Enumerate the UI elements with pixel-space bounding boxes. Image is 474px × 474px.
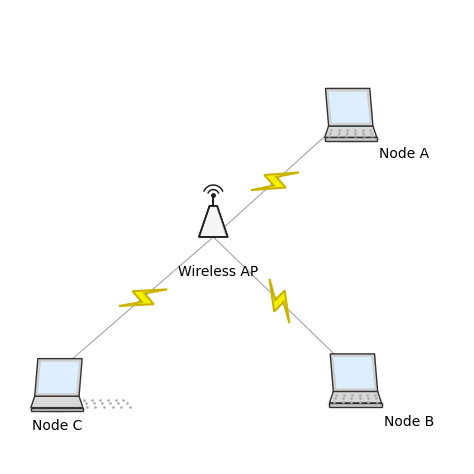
- Text: Node C: Node C: [32, 419, 82, 434]
- Polygon shape: [38, 362, 79, 393]
- Text: Wireless AP: Wireless AP: [178, 265, 258, 280]
- Text: Node B: Node B: [384, 415, 434, 429]
- Text: Node A: Node A: [379, 147, 429, 161]
- Polygon shape: [325, 137, 377, 141]
- Polygon shape: [31, 396, 83, 408]
- Polygon shape: [251, 173, 299, 190]
- Polygon shape: [328, 91, 370, 123]
- Polygon shape: [31, 408, 83, 411]
- Polygon shape: [199, 206, 228, 237]
- Polygon shape: [326, 89, 373, 126]
- Ellipse shape: [327, 401, 384, 408]
- Polygon shape: [333, 357, 374, 388]
- Polygon shape: [329, 403, 382, 407]
- Polygon shape: [270, 279, 289, 323]
- Polygon shape: [35, 359, 82, 396]
- Polygon shape: [119, 289, 167, 306]
- Ellipse shape: [28, 406, 85, 412]
- Polygon shape: [329, 392, 382, 403]
- Polygon shape: [216, 206, 228, 237]
- Polygon shape: [330, 354, 378, 392]
- Polygon shape: [325, 126, 377, 137]
- Ellipse shape: [322, 136, 379, 142]
